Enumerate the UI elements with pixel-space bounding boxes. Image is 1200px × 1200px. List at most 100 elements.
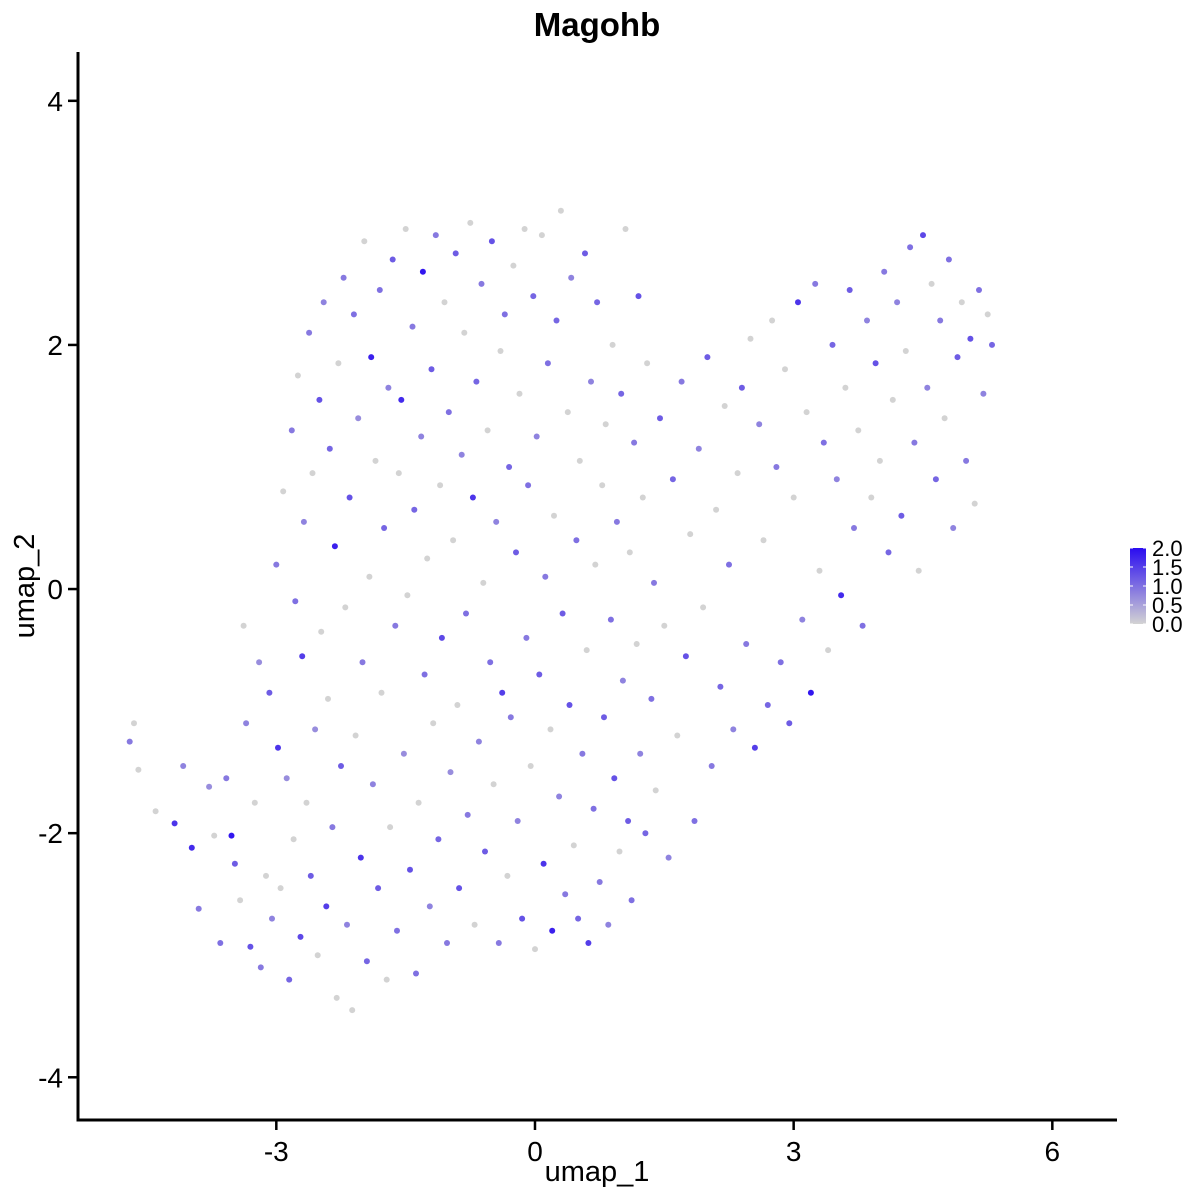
data-point bbox=[538, 232, 545, 239]
data-point bbox=[521, 226, 528, 232]
data-point bbox=[243, 720, 250, 727]
data-point bbox=[652, 787, 659, 794]
data-point bbox=[583, 647, 590, 654]
data-point bbox=[316, 396, 323, 403]
y-tick-label: 0 bbox=[47, 574, 63, 605]
data-point bbox=[375, 885, 382, 892]
data-point bbox=[376, 287, 383, 293]
data-point bbox=[963, 457, 970, 464]
data-point bbox=[579, 750, 586, 757]
data-point bbox=[590, 805, 597, 812]
data-point bbox=[487, 659, 494, 666]
data-point bbox=[188, 844, 195, 851]
data-point bbox=[381, 525, 388, 531]
data-point bbox=[263, 872, 269, 879]
data-point bbox=[256, 659, 263, 666]
data-point bbox=[346, 494, 353, 501]
data-point bbox=[419, 268, 426, 275]
data-point bbox=[400, 750, 407, 757]
data-point bbox=[631, 439, 638, 446]
data-point bbox=[713, 506, 720, 513]
data-point bbox=[568, 274, 575, 281]
data-point bbox=[402, 226, 409, 232]
data-point bbox=[312, 726, 319, 733]
data-point bbox=[859, 622, 866, 629]
data-point bbox=[240, 622, 247, 629]
data-point bbox=[432, 232, 439, 239]
data-point bbox=[488, 238, 495, 245]
data-point bbox=[971, 500, 978, 507]
data-point bbox=[760, 537, 767, 544]
data-point bbox=[217, 940, 224, 946]
data-point bbox=[976, 287, 982, 293]
data-point bbox=[842, 384, 849, 391]
x-axis-title: umap_1 bbox=[545, 1156, 650, 1188]
data-point bbox=[902, 348, 909, 354]
data-point bbox=[325, 695, 331, 702]
data-point bbox=[795, 299, 801, 306]
data-point bbox=[290, 836, 297, 843]
data-point bbox=[585, 940, 592, 946]
data-point bbox=[665, 854, 672, 861]
data-point bbox=[613, 518, 620, 525]
data-point bbox=[131, 720, 137, 727]
colorbar-label: 2.0 bbox=[1152, 536, 1183, 561]
data-point bbox=[911, 439, 918, 446]
data-point bbox=[622, 226, 629, 232]
data-point bbox=[288, 427, 295, 434]
data-point bbox=[398, 396, 405, 403]
data-point bbox=[607, 616, 614, 623]
data-point bbox=[355, 415, 362, 422]
data-point bbox=[275, 744, 281, 751]
data-point bbox=[553, 317, 560, 324]
data-point bbox=[342, 604, 349, 611]
data-point bbox=[223, 775, 230, 782]
data-point bbox=[247, 943, 254, 950]
data-point bbox=[661, 622, 668, 629]
data-point bbox=[958, 299, 965, 306]
data-point bbox=[368, 354, 375, 361]
data-point bbox=[786, 720, 793, 727]
data-point bbox=[447, 769, 454, 776]
data-point bbox=[411, 506, 418, 513]
data-point bbox=[497, 348, 504, 354]
data-point bbox=[344, 921, 350, 928]
data-point bbox=[556, 793, 563, 800]
data-point bbox=[426, 903, 433, 910]
data-point bbox=[369, 781, 376, 788]
data-point bbox=[237, 897, 244, 904]
data-point bbox=[435, 836, 442, 843]
data-point bbox=[769, 317, 776, 324]
data-point bbox=[920, 232, 926, 239]
data-point bbox=[838, 592, 845, 599]
data-point bbox=[211, 832, 218, 839]
data-point bbox=[303, 799, 310, 806]
data-point bbox=[907, 244, 914, 251]
data-point bbox=[570, 842, 577, 849]
data-point bbox=[286, 976, 293, 983]
data-point bbox=[428, 366, 435, 373]
data-point bbox=[566, 702, 573, 708]
data-point bbox=[366, 573, 373, 580]
data-point bbox=[519, 915, 526, 922]
data-point bbox=[846, 287, 853, 293]
data-point bbox=[648, 695, 655, 702]
data-point bbox=[790, 494, 797, 501]
data-point bbox=[415, 799, 422, 806]
data-point bbox=[299, 653, 306, 660]
data-point bbox=[323, 903, 330, 910]
x-tick-label: 3 bbox=[786, 1136, 802, 1167]
data-point bbox=[773, 464, 780, 470]
data-point bbox=[454, 702, 461, 708]
data-point bbox=[864, 317, 870, 324]
data-point bbox=[657, 415, 663, 422]
data-point bbox=[269, 915, 275, 922]
data-point bbox=[251, 799, 258, 806]
data-point bbox=[407, 866, 413, 873]
data-point bbox=[473, 378, 480, 385]
data-point bbox=[695, 445, 702, 452]
data-point bbox=[530, 293, 537, 300]
data-point bbox=[361, 238, 368, 245]
x-tick-label: 0 bbox=[527, 1136, 543, 1167]
